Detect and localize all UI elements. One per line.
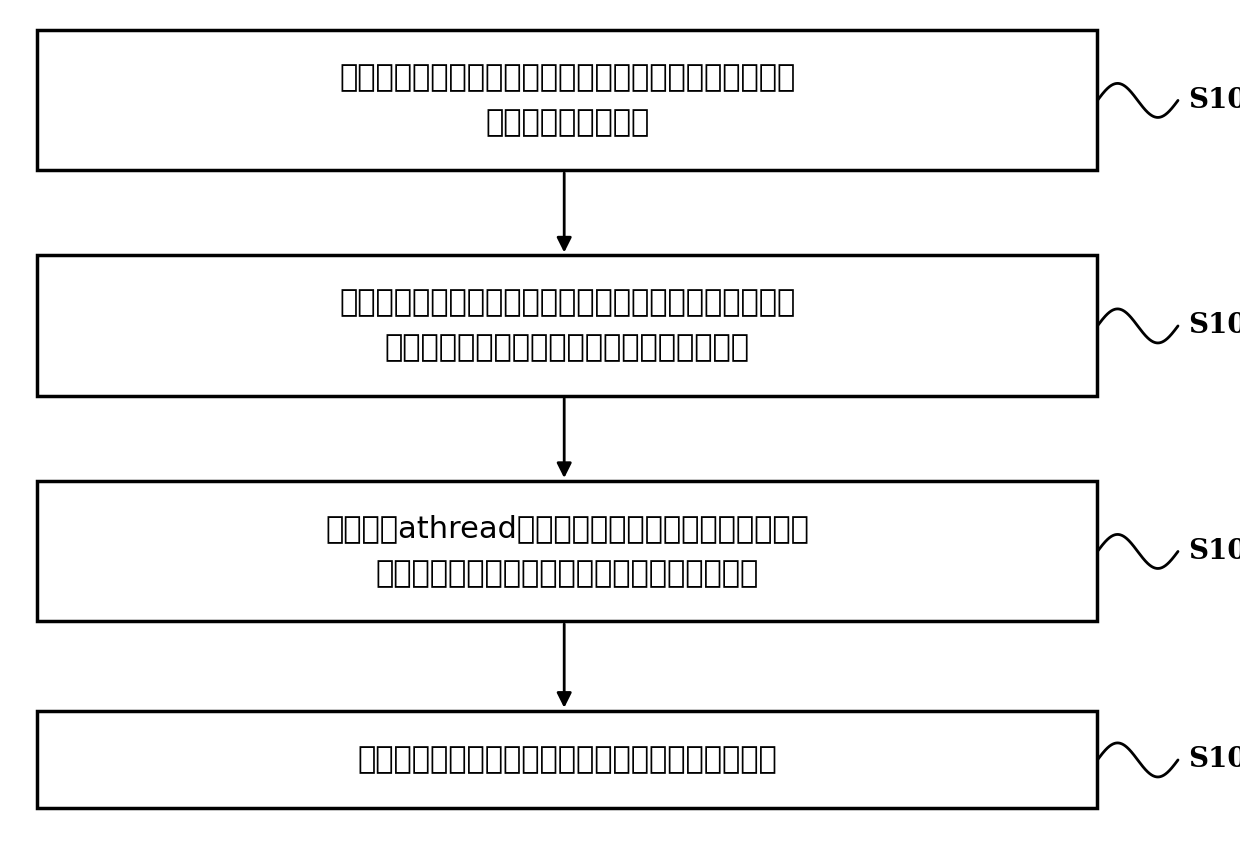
Text: S101: S101 (1188, 87, 1240, 114)
Text: 首先在主存中开辟一段全局区域存放从核求交需要的数据
区和求交结果信息区: 首先在主存中开辟一段全局区域存放从核求交需要的数据 区和求交结果信息区 (340, 63, 795, 137)
Text: S104: S104 (1188, 746, 1240, 774)
FancyBboxPatch shape (37, 711, 1097, 808)
Text: 主核对光线进行收集存放到全局区中的数据区并将场景信
息（树节点、三角形和边界框）写入到参数中: 主核对光线进行收集存放到全局区中的数据区并将场景信 息（树节点、三角形和边界框）… (340, 288, 795, 363)
FancyBboxPatch shape (37, 255, 1097, 396)
FancyBboxPatch shape (37, 481, 1097, 621)
Text: S103: S103 (1188, 538, 1240, 565)
Text: 主核根据求交结果进行着色操作，然后生成次级光线: 主核根据求交结果进行着色操作，然后生成次级光线 (357, 745, 777, 774)
Text: S102: S102 (1188, 312, 1240, 340)
FancyBboxPatch shape (37, 30, 1097, 170)
Text: 主核调用athread接口启动从核进行光线的并行求交操
作，从核将求交结果信息写入到求交结果信息区: 主核调用athread接口启动从核进行光线的并行求交操 作，从核将求交结果信息写… (325, 514, 810, 588)
